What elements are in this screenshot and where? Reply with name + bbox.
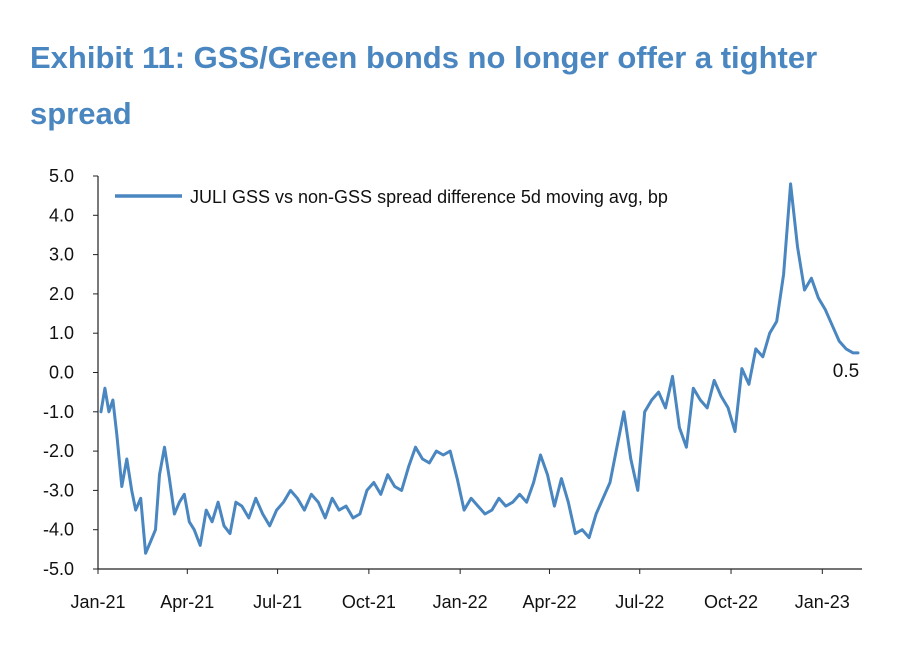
end-value-label: 0.5 [833, 361, 859, 382]
x-tick-label: Apr-21 [160, 592, 214, 612]
x-axis: Jan-21 Apr-21 Jul-21 Oct-21 Jan-22 Apr-22 Jul-… [70, 568, 862, 612]
y-tick-label: -3.0 [43, 480, 74, 500]
y-tick-label: 0.0 [49, 363, 74, 383]
y-tick-label: 2.0 [49, 284, 74, 304]
y-tick-label: 4.0 [49, 205, 74, 225]
y-tick-label: 1.0 [49, 323, 74, 343]
chart-legend: JULI GSS vs non-GSS spread difference 5d… [115, 187, 668, 207]
x-tick-label: Jul-21 [253, 592, 302, 612]
x-tick-label: Jul-22 [615, 592, 664, 612]
y-tick-label: -5.0 [43, 559, 74, 579]
x-tick-label: Jan-23 [795, 592, 850, 612]
x-tick-label: Apr-22 [522, 592, 576, 612]
y-tick-label: 5.0 [49, 166, 74, 186]
y-axis: 5.0 4.0 3.0 2.0 1.0 0.0 -1.0 -2.0 -3.0 -4.0 -5.0 [43, 166, 99, 579]
y-tick-label: 3.0 [49, 245, 74, 265]
x-tick-label: Jan-22 [433, 592, 488, 612]
chart-title: Exhibit 11: GSS/Green bonds no longer of… [30, 40, 818, 131]
x-tick-label: Jan-21 [70, 592, 125, 612]
x-tick-label: Oct-21 [342, 592, 396, 612]
x-tick-label: Oct-22 [704, 592, 758, 612]
y-tick-label: -2.0 [43, 441, 74, 461]
y-tick-label: -4.0 [43, 520, 74, 540]
legend-label: JULI GSS vs non-GSS spread difference 5d… [190, 187, 668, 207]
chart-series [99, 182, 860, 555]
y-tick-label: -1.0 [43, 402, 74, 422]
series-line [99, 182, 860, 555]
